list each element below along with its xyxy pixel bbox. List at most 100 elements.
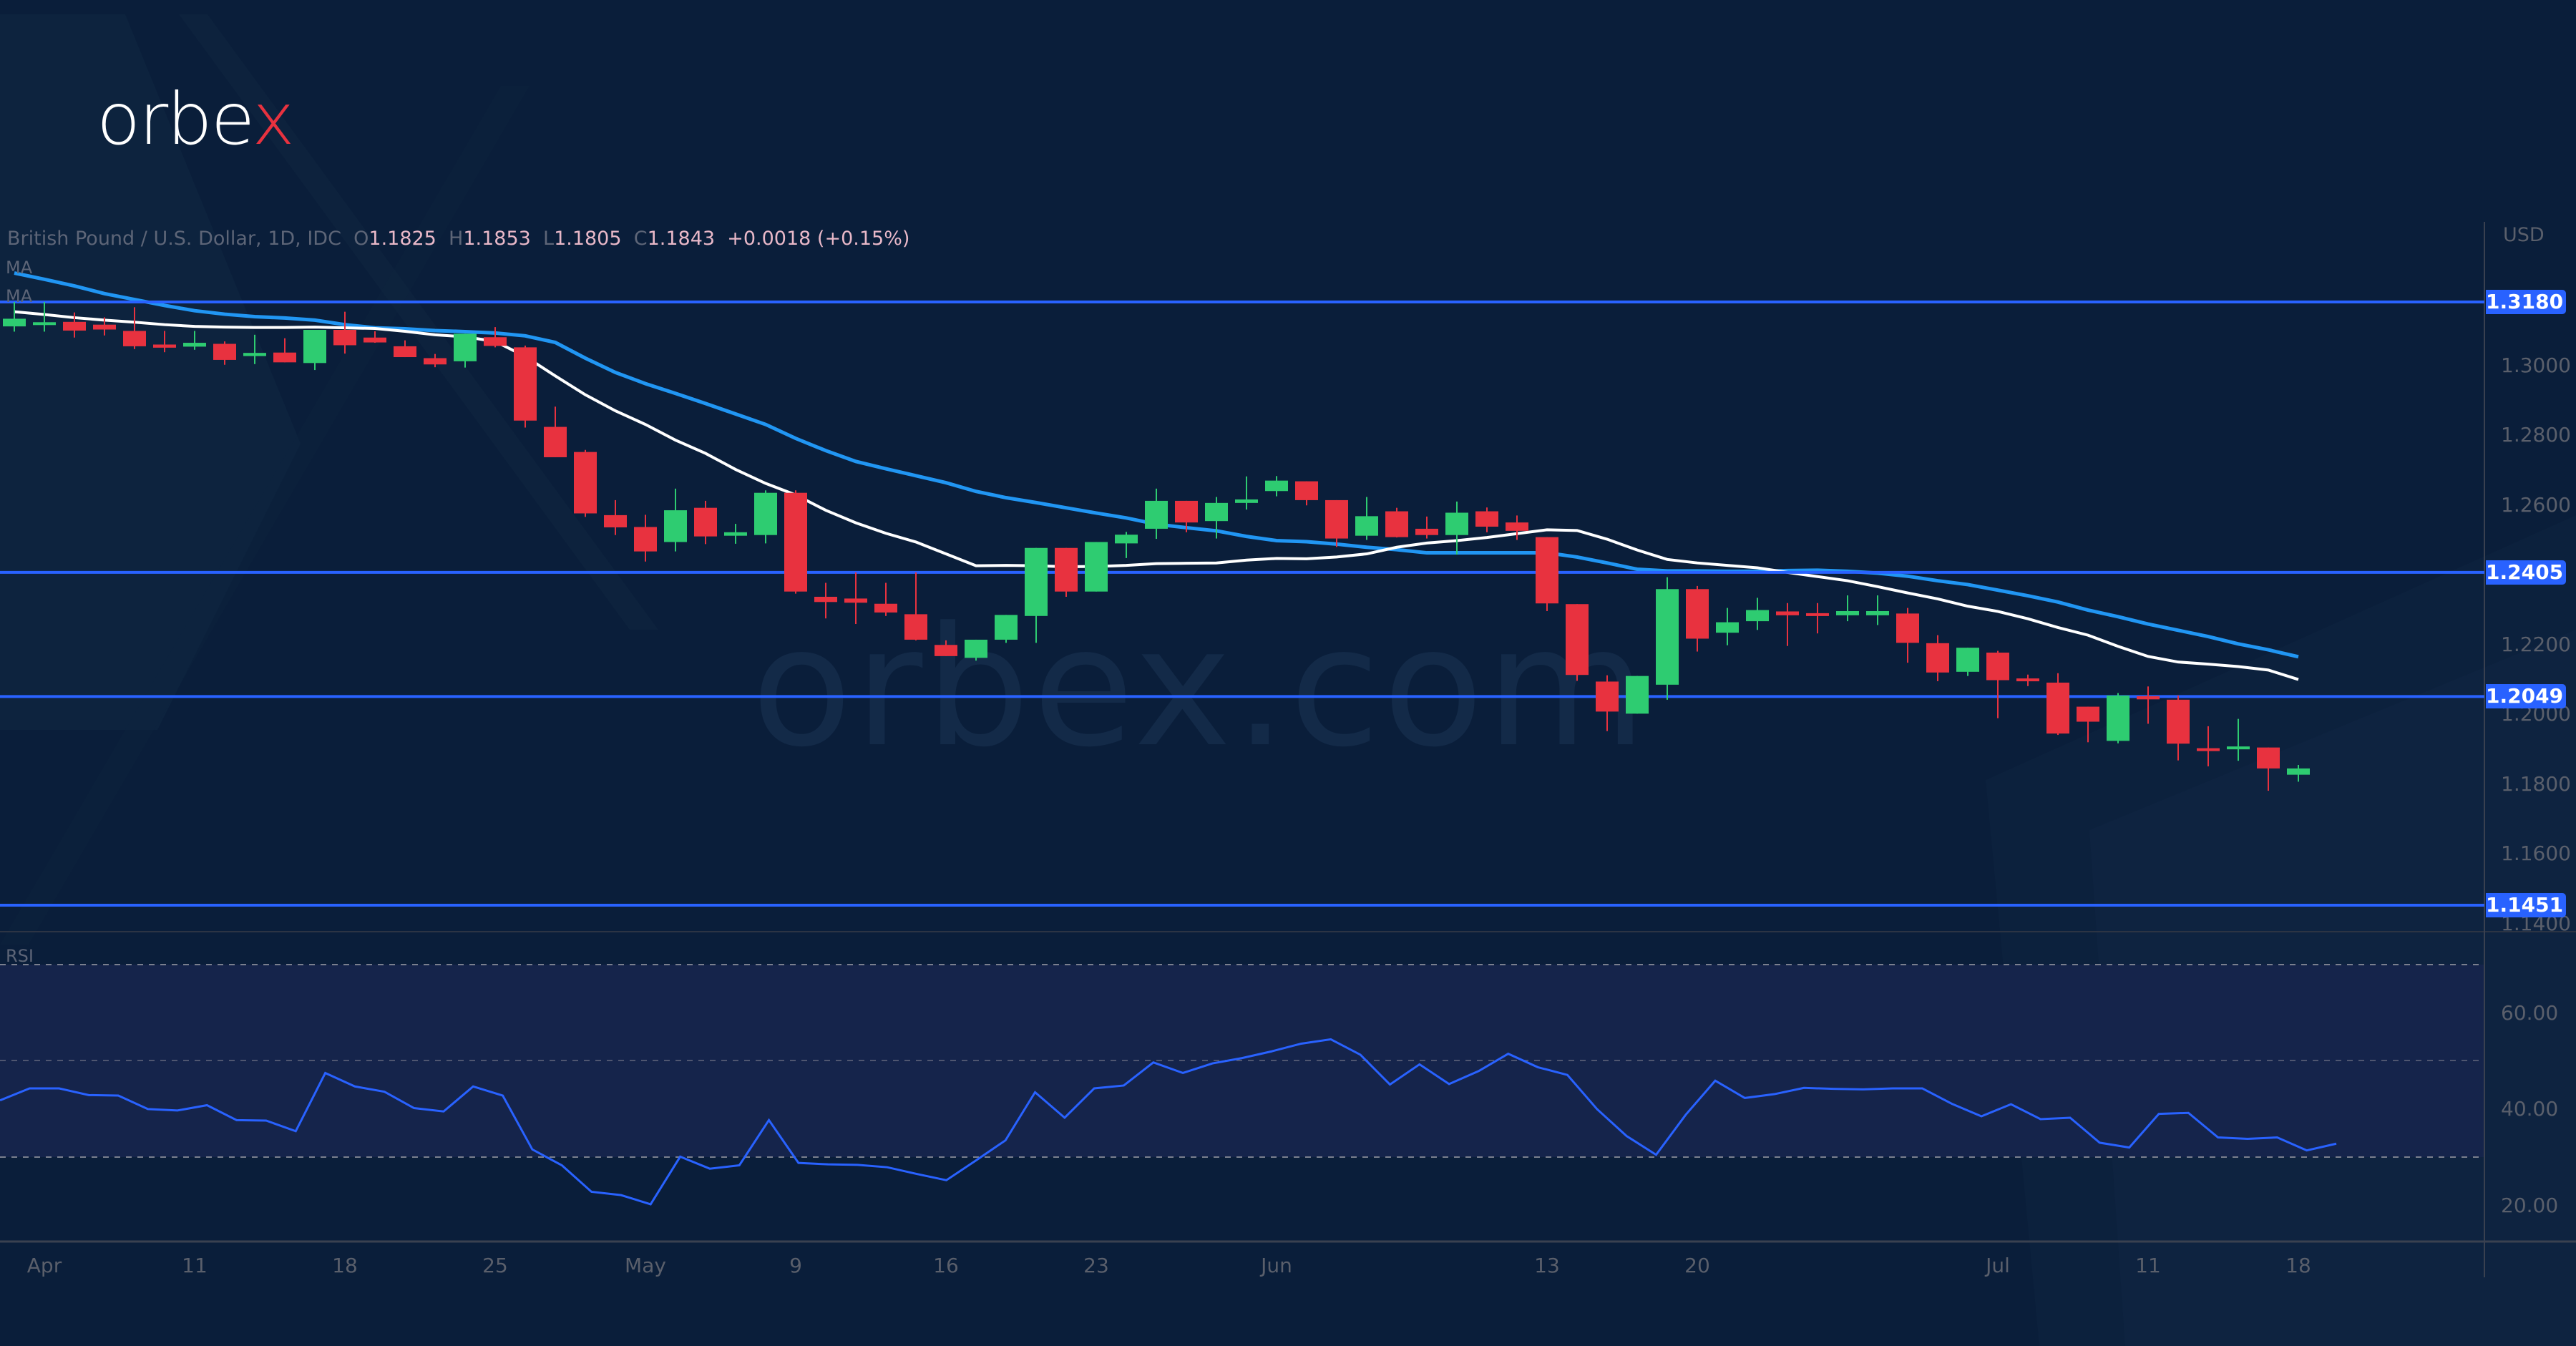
candle-bearish[interactable] [2197, 748, 2220, 751]
time-tick: 16 [933, 1254, 959, 1277]
candle-bearish[interactable] [2016, 678, 2039, 682]
time-tick: 18 [2285, 1254, 2311, 1277]
candle-bearish[interactable] [1385, 511, 1408, 537]
ma-fast-line [14, 310, 2299, 681]
rsi-line [0, 1038, 2337, 1206]
candle-bullish[interactable] [1956, 648, 1979, 672]
candle-bearish[interactable] [273, 352, 296, 363]
candle-bullish[interactable] [1746, 610, 1769, 622]
candle-bullish[interactable] [2287, 768, 2310, 775]
candle-bearish[interactable] [213, 343, 236, 360]
ma-fast-label[interactable]: MA [6, 258, 33, 278]
candle-bearish[interactable] [1055, 547, 1078, 592]
candle-bearish[interactable] [1596, 681, 1619, 712]
candle-bearish[interactable] [844, 598, 867, 603]
candle-bearish[interactable] [1475, 511, 1498, 527]
candle-bullish[interactable] [1445, 512, 1468, 535]
candle-bearish[interactable] [2257, 747, 2280, 769]
candle-bullish[interactable] [33, 322, 56, 326]
candle-bullish[interactable] [1235, 499, 1258, 503]
candle-bearish[interactable] [1506, 522, 1528, 531]
candle-bearish[interactable] [484, 337, 507, 346]
candle-bearish[interactable] [544, 426, 567, 457]
change-value: +0.0018 (+0.15%) [727, 228, 910, 250]
open-value: 1.1825 [369, 228, 436, 250]
candle-bullish[interactable] [1205, 502, 1228, 522]
candle-bearish[interactable] [634, 527, 657, 552]
candle-bullish[interactable] [303, 330, 326, 364]
candle-bearish[interactable] [814, 596, 837, 603]
time-tick: Apr [26, 1254, 62, 1277]
low-label: L [543, 228, 555, 250]
candle-bullish[interactable] [1716, 622, 1739, 633]
candle-bearish[interactable] [63, 321, 86, 331]
rsi-tick: 20.00 [2501, 1193, 2559, 1217]
candle-bearish[interactable] [574, 452, 597, 514]
candle-bullish[interactable] [664, 510, 687, 542]
price-tick: 1.2800 [2501, 423, 2571, 447]
candle-bullish[interactable] [754, 492, 777, 535]
candle-bearish[interactable] [123, 331, 146, 346]
candle-bullish[interactable] [1265, 480, 1288, 492]
level-price-tag: 1.2405 [2486, 560, 2566, 585]
candle-bullish[interactable] [1115, 535, 1138, 544]
candle-bullish[interactable] [183, 343, 206, 347]
candle-bearish[interactable] [424, 358, 447, 365]
candle-bearish[interactable] [394, 346, 416, 358]
candle-bearish[interactable] [784, 492, 807, 592]
candle-bearish[interactable] [1806, 613, 1829, 616]
candle-bearish[interactable] [364, 337, 386, 343]
candle-bullish[interactable] [1626, 676, 1649, 714]
candle-bearish[interactable] [153, 344, 176, 348]
candle-bullish[interactable] [1866, 610, 1889, 615]
candle-bearish[interactable] [1986, 652, 2009, 681]
candle-bullish[interactable] [1355, 516, 1378, 536]
candle-bullish[interactable] [2107, 695, 2129, 741]
candle-bullish[interactable] [1025, 547, 1048, 616]
rsi-label[interactable]: RSI [6, 946, 34, 966]
candle-bullish[interactable] [995, 615, 1018, 640]
rsi-tick: 40.00 [2501, 1097, 2559, 1121]
candle-bearish[interactable] [1566, 604, 1589, 676]
candle-bullish[interactable] [243, 353, 266, 356]
candle-bearish[interactable] [333, 330, 356, 346]
candle-bullish[interactable] [1656, 589, 1679, 685]
candle-bullish[interactable] [2227, 746, 2250, 750]
candle-bearish[interactable] [1926, 643, 1949, 673]
close-label: C [633, 228, 648, 250]
candle-bullish[interactable] [3, 318, 26, 327]
candle-bearish[interactable] [1415, 528, 1438, 535]
candle-bullish[interactable] [1836, 610, 1859, 615]
candle-bearish[interactable] [904, 614, 927, 640]
candle-bearish[interactable] [694, 507, 717, 537]
candle-bearish[interactable] [1295, 481, 1318, 500]
candle-bullish[interactable] [724, 532, 747, 536]
candle-bullish[interactable] [965, 639, 987, 658]
candle-bearish[interactable] [514, 347, 537, 421]
candle-bullish[interactable] [1085, 542, 1108, 592]
candle-bullish[interactable] [1145, 500, 1168, 529]
candle-bearish[interactable] [1896, 613, 1919, 643]
candle-bearish[interactable] [2046, 682, 2069, 734]
low-value: 1.1805 [554, 228, 622, 250]
candle-bearish[interactable] [1536, 537, 1558, 604]
candle-bearish[interactable] [93, 324, 116, 330]
candle-bearish[interactable] [2137, 696, 2160, 700]
candle-bearish[interactable] [604, 514, 627, 527]
candle-bearish[interactable] [1175, 500, 1198, 523]
candle-bearish[interactable] [935, 645, 957, 656]
close-value: 1.1843 [647, 228, 716, 250]
candle-bearish[interactable] [1325, 499, 1348, 539]
candle-bearish[interactable] [1776, 611, 1799, 615]
time-tick: Jul [1986, 1254, 2010, 1277]
ma-slow-label[interactable]: MA [6, 286, 33, 306]
candle-bearish[interactable] [1686, 589, 1709, 639]
currency-label: USD [2503, 224, 2545, 246]
horizontal-levels[interactable] [0, 301, 2484, 907]
orbex-logo: orbex [97, 77, 295, 161]
candle-bearish[interactable] [2077, 706, 2099, 722]
candle-bullish[interactable] [454, 333, 477, 361]
candle-bearish[interactable] [874, 603, 897, 613]
candle-bearish[interactable] [2167, 699, 2190, 744]
